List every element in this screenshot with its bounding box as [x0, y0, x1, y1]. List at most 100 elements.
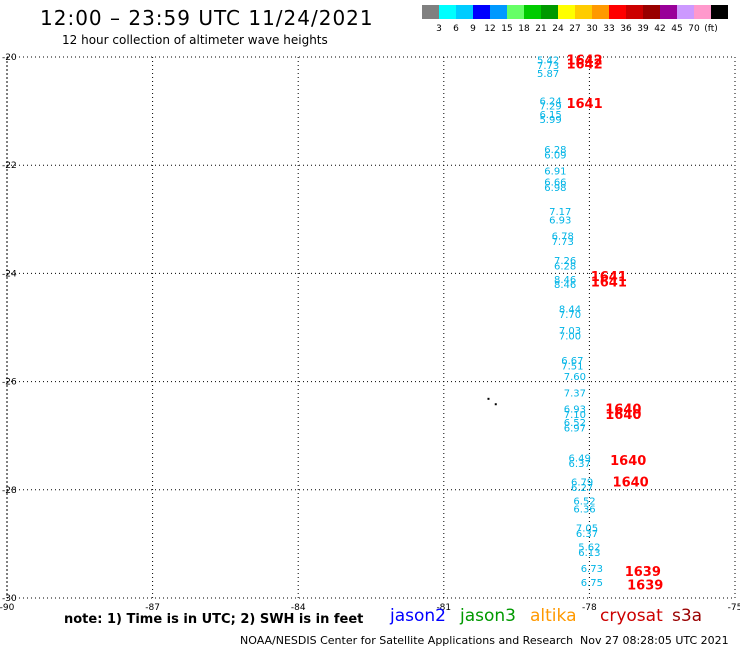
swh-label: 6.28	[554, 261, 576, 272]
colorbar-label: 18	[518, 24, 530, 34]
swh-label: 8.46	[554, 280, 576, 291]
swh-label: 8.44	[559, 305, 581, 316]
time-label: 1641	[566, 97, 602, 112]
footer-credit: NOAA/NESDIS Center for Satellite Applica…	[240, 634, 574, 647]
swh-label: 7.73	[552, 237, 574, 248]
colorbar-label: (ft)	[704, 24, 718, 34]
colorbar-swatch	[694, 5, 711, 19]
time-label: 1642	[566, 54, 602, 69]
colorbar-swatch	[711, 5, 728, 19]
colorbar-swatch	[541, 5, 558, 19]
swh-label: 5.87	[537, 69, 559, 80]
colorbar-swatch	[677, 5, 694, 19]
colorbar-swatch	[609, 5, 626, 19]
colorbar-label: 3	[436, 24, 442, 34]
plot-frame	[6, 56, 736, 599]
time-label: 1640	[605, 408, 641, 423]
time-label: 1642	[566, 57, 602, 72]
swh-label: 6.73	[581, 564, 603, 575]
colorbar-swatch	[490, 5, 507, 19]
colorbar-label: 24	[552, 24, 564, 34]
colorbar-swatch	[439, 5, 456, 19]
colorbar-swatch	[422, 5, 439, 19]
colorbar-label: 21	[535, 24, 546, 34]
swh-label: 6.93	[549, 215, 571, 226]
x-tick-label: -75	[728, 603, 740, 612]
x-tick-label: -90	[0, 603, 15, 612]
colorbar-swatch	[626, 5, 643, 19]
swh-label: 5.62	[578, 543, 600, 554]
swh-label: 6.28	[544, 145, 566, 156]
swh-label: 6.75	[581, 578, 603, 589]
swh-label: 7.10	[564, 410, 586, 421]
y-tick-label: -24	[2, 269, 17, 279]
colorbar-label: 42	[654, 24, 665, 34]
legend-jason3: jason3	[460, 606, 516, 626]
colorbar-label: 9	[470, 24, 476, 34]
x-tick-label: -81	[436, 603, 451, 612]
colorbar-label: 45	[671, 24, 682, 34]
time-label: 1639	[625, 565, 661, 580]
swh-label: 7.29	[539, 102, 561, 113]
colorbar-swatch	[558, 5, 575, 19]
colorbar-swatch	[524, 5, 541, 19]
footer-timestamp: Nov 27 08:28:05 UTC 2021	[580, 634, 729, 647]
swh-label: 6.49	[569, 453, 591, 464]
swh-label: 6.24	[539, 96, 561, 107]
swh-label: 7.03	[559, 326, 581, 337]
swh-label: 5.99	[539, 115, 561, 126]
swh-label: 7.51	[561, 361, 583, 372]
time-label: 1640	[610, 454, 646, 469]
swh-label: 6.36	[573, 505, 595, 516]
swh-label: 8.46	[554, 275, 576, 286]
swh-label: 6.27	[571, 483, 593, 494]
legend-s3a: s3a	[672, 606, 703, 626]
swh-label: 6.09	[544, 150, 566, 161]
colorbar-label: 27	[569, 24, 580, 34]
swh-label: 6.98	[544, 183, 566, 194]
time-label: 1639	[627, 578, 663, 593]
colorbar-swatch	[473, 5, 490, 19]
swh-label: 7.70	[559, 310, 581, 321]
swh-label: 6.91	[544, 167, 566, 178]
colorbar-swatch	[507, 5, 524, 19]
swh-label: 6.15	[539, 110, 561, 121]
swh-label: 7.37	[564, 388, 586, 399]
swh-label: 7.26	[554, 256, 576, 267]
y-tick-label: -22	[2, 161, 17, 171]
swh-label: 6.52	[573, 497, 595, 508]
swh-label: 6.67	[561, 356, 583, 367]
swh-label: 6.13	[578, 548, 600, 559]
colorbar-swatch	[575, 5, 592, 19]
colorbar-swatch	[592, 5, 609, 19]
swh-label: 6.79	[571, 478, 593, 489]
land-dot	[487, 397, 490, 400]
colorbar-swatch	[643, 5, 660, 19]
colorbar-label: 36	[620, 24, 632, 34]
swh-label: 6.37	[569, 459, 591, 470]
colorbar-label: 15	[501, 24, 512, 34]
x-tick-label: -84	[291, 603, 306, 612]
time-label: 1640	[605, 403, 641, 418]
y-tick-label: -20	[2, 53, 17, 63]
colorbar-swatch	[456, 5, 473, 19]
y-tick-label: -26	[2, 378, 17, 388]
swh-label: 7.73	[537, 61, 559, 72]
swh-label: 6.93	[564, 405, 586, 416]
colorbar-swatch	[660, 5, 677, 19]
swh-label: 7.60	[564, 372, 586, 383]
colorbar-legend: 3 6 9 12 15 18 21 24 27 30 33 36 39 42 45 70 (ft)	[422, 5, 728, 34]
swh-label: 6.78	[552, 232, 574, 243]
x-tick-label: -87	[145, 603, 160, 612]
legend-note: note: 1) Time is in UTC; 2) SWH is in fe…	[64, 612, 364, 627]
colorbar-label: 70	[688, 24, 700, 34]
legend-cryosat: cryosat	[600, 606, 663, 626]
x-tick-label: -78	[582, 603, 597, 612]
swh-label: 6.97	[564, 424, 586, 435]
time-label: 1640	[613, 476, 649, 491]
chart-subtitle: 12 hour collection of altimeter wave hei…	[62, 33, 328, 47]
legend-jason2: jason2	[390, 606, 446, 626]
colorbar-label: 33	[603, 24, 614, 34]
swh-label: 5.42	[537, 56, 559, 67]
land-dot	[494, 403, 497, 406]
